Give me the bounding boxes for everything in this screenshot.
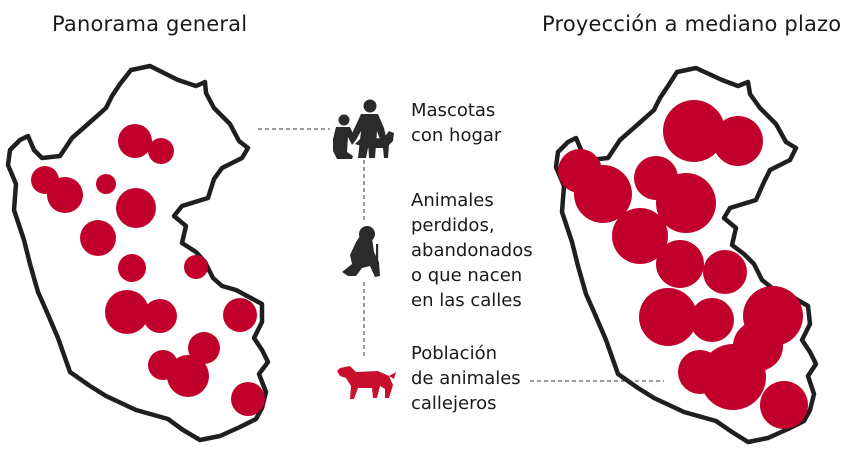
title-current-overview: Panorama general xyxy=(52,12,248,36)
peru-outline-left xyxy=(5,63,271,443)
circle xyxy=(143,299,177,333)
circle xyxy=(703,250,747,294)
circle xyxy=(184,255,208,279)
circle xyxy=(80,220,116,256)
person-with-dog-icon xyxy=(333,99,394,159)
circle xyxy=(656,240,704,288)
circle xyxy=(690,298,734,342)
circle xyxy=(231,382,265,416)
legend-label-lost-animals: Animales perdidos, abandonados o que nac… xyxy=(411,190,533,311)
circle xyxy=(116,188,156,228)
peru-map-projection xyxy=(553,65,819,445)
circle xyxy=(663,100,725,162)
circle xyxy=(639,288,697,346)
circle xyxy=(223,298,257,332)
circle xyxy=(574,165,632,223)
connectors xyxy=(258,128,664,382)
legend-label-pets: Mascotas con hogar xyxy=(411,100,502,146)
circle xyxy=(760,381,808,429)
circle xyxy=(105,290,149,334)
circle xyxy=(47,177,83,213)
circle xyxy=(700,344,766,410)
circles-left xyxy=(31,124,265,416)
legend-label-stray-population: Población de animales callejeros xyxy=(411,343,521,414)
peru-map-current xyxy=(5,63,271,443)
circle xyxy=(148,138,174,164)
circle xyxy=(188,332,220,364)
circle xyxy=(118,124,152,158)
stray-dog-icon xyxy=(337,366,396,399)
circle xyxy=(713,116,763,166)
circle xyxy=(118,254,146,282)
circle xyxy=(656,173,716,233)
circle xyxy=(612,208,668,264)
circle xyxy=(96,174,116,194)
circles-right xyxy=(558,100,808,429)
circle xyxy=(167,355,209,397)
title-mid-term-projection: Proyección a mediano plazo xyxy=(542,12,842,36)
sitting-dog-icon xyxy=(342,226,380,277)
